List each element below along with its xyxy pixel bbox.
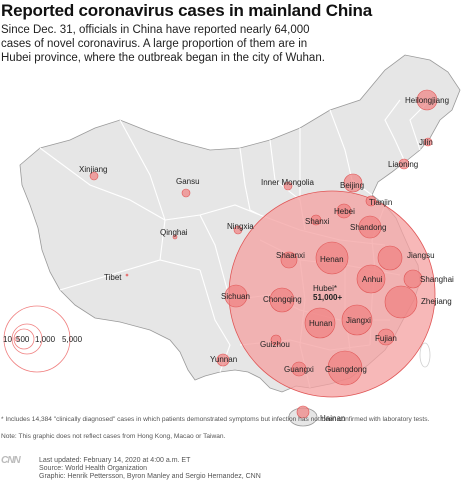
credits-graphic: Graphic: Henrik Pettersson, Byron Manley…	[39, 473, 261, 480]
bubble-hainan	[296, 405, 310, 419]
label-hainan: Hainan	[320, 414, 345, 423]
bubble-hebei	[336, 203, 352, 219]
taiwan-outline	[419, 342, 431, 368]
bubble-sichuan	[224, 284, 248, 308]
label-hubei: Hubei*	[313, 284, 337, 293]
label-fujian: Fujian	[375, 334, 397, 343]
bubble-yunnan	[216, 353, 230, 367]
map-labels: Heilongjiang Jilin Liaoning Inner Mongol…	[79, 96, 454, 423]
bubble-hunan	[304, 307, 336, 339]
bubble-tianjin	[365, 195, 377, 207]
bubble-chongqing	[269, 287, 295, 313]
label-jilin: Jilin	[419, 138, 433, 147]
legend-circle-5000	[3, 305, 71, 373]
label-jiangxi: Jiangxi	[346, 316, 371, 325]
label-beijing: Beijing	[340, 181, 364, 190]
note: Note: This graphic does not reflect case…	[1, 433, 226, 440]
bubble-liaoning	[398, 158, 410, 170]
credits-source: Source: World Health Organization	[39, 465, 148, 472]
label-hubei-cases: 51,000+	[313, 293, 342, 302]
legend-circle-10	[14, 336, 20, 342]
label-ningxia: Ningxia	[227, 222, 254, 231]
label-shanghai: Shanghai	[420, 275, 454, 284]
bubble-guizhou	[270, 334, 282, 346]
label-gansu: Gansu	[176, 177, 200, 186]
label-hunan: Hunan	[309, 319, 333, 328]
label-heilongjiang: Heilongjiang	[405, 96, 449, 105]
chart-subtitle: Since Dec. 31, officials in China have r…	[1, 24, 325, 64]
bubble-qinghai	[172, 234, 178, 240]
legend-label-1000: 1,000	[35, 335, 56, 344]
label-xinjiang: Xinjiang	[79, 165, 107, 174]
bubble-guangdong	[327, 350, 363, 386]
legend-label-10: 10	[3, 335, 12, 344]
legend-circle-500	[13, 328, 35, 350]
bubble-shanxi	[310, 214, 322, 226]
label-guangxi: Guangxi	[284, 365, 314, 374]
case-bubbles	[89, 89, 438, 419]
label-hebei: Hebei	[334, 207, 355, 216]
label-inner-mongolia: Inner Mongolia	[261, 178, 314, 187]
label-shandong: Shandong	[350, 223, 386, 232]
bubble-tibet	[125, 273, 129, 277]
bubble-henan	[315, 241, 349, 275]
footnote: * Includes 14,384 "clinically diagnosed"…	[1, 416, 430, 423]
label-anhui: Anhui	[362, 275, 383, 284]
bubble-gansu	[181, 188, 191, 198]
bubble-shandong	[358, 215, 382, 239]
label-tianjin: Tianjin	[369, 198, 392, 207]
bubble-anhui	[356, 264, 386, 294]
bubble-jiangxi	[341, 304, 373, 336]
label-liaoning: Liaoning	[388, 160, 418, 169]
label-chongqing: Chongqing	[263, 295, 302, 304]
bubble-shanghai	[403, 269, 423, 289]
cnn-logo: CNN	[1, 455, 21, 466]
label-shaanxi: Shaanxi	[276, 251, 305, 260]
bubble-shaanxi	[280, 251, 298, 269]
legend-circle-1000	[11, 323, 43, 355]
label-tibet: Tibet	[104, 273, 122, 282]
legend-label-500: 500	[16, 335, 30, 344]
label-qinghai: Qinghai	[160, 228, 188, 237]
bubble-heilongjiang	[416, 89, 438, 111]
label-guangdong: Guangdong	[325, 365, 367, 374]
bubble-jilin	[423, 137, 433, 147]
bubble-beijing	[343, 173, 363, 193]
legend-label-5000: 5,000	[62, 335, 83, 344]
bubble-fujian	[377, 328, 395, 346]
bubble-inner-mongolia	[283, 181, 293, 191]
bubble-ningxia	[233, 225, 243, 235]
bubble-jiangsu	[377, 245, 403, 271]
credits: Last updated: February 14, 2020 at 4:00 …	[39, 457, 261, 481]
credits-updated: Last updated: February 14, 2020 at 4:00 …	[39, 457, 191, 464]
chart-title: Reported coronavirus cases in mainland C…	[1, 1, 372, 20]
label-zhejiang: Zhejiang	[421, 297, 452, 306]
size-legend: 10 500 1,000 5,000	[3, 305, 83, 373]
bubble-zhejiang	[384, 285, 418, 319]
label-shanxi: Shanxi	[305, 217, 330, 226]
bubble-xinjiang	[89, 171, 99, 181]
label-guizhou: Guizhou	[260, 340, 290, 349]
label-henan: Henan	[320, 255, 344, 264]
label-yunnan: Yunnan	[210, 355, 237, 364]
bubble-guangxi	[291, 361, 307, 377]
label-jiangsu: Jiangsu	[407, 251, 435, 260]
label-sichuan: Sichuan	[221, 292, 250, 301]
